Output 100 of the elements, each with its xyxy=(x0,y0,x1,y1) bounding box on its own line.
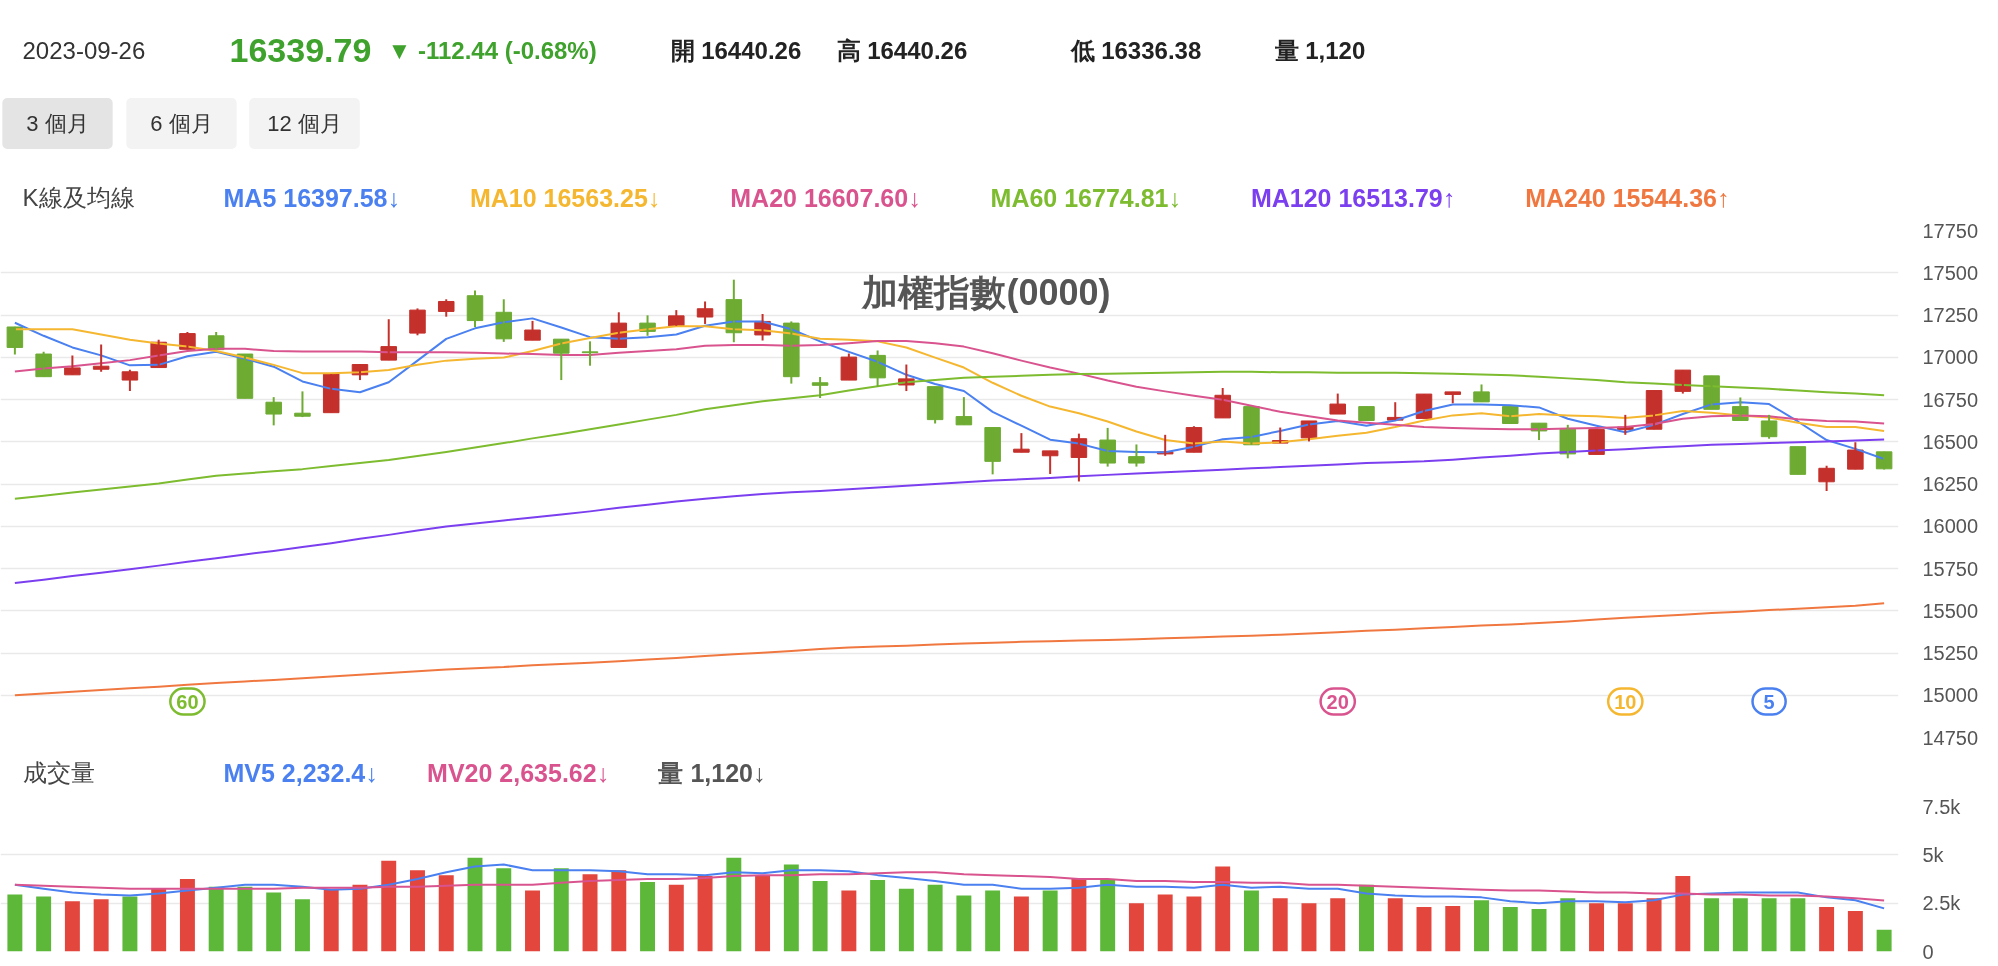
bar xyxy=(323,889,339,952)
y-tick-label: 2.5k xyxy=(1922,892,1962,915)
candlestick xyxy=(1041,449,1059,476)
bar xyxy=(927,884,943,952)
bar xyxy=(1589,903,1605,952)
bar xyxy=(841,890,857,952)
candlestick xyxy=(1444,390,1462,405)
bar xyxy=(122,896,138,952)
y-tick-label: 17250 xyxy=(1922,304,1979,326)
candlestick xyxy=(409,307,426,337)
bar xyxy=(1330,898,1346,952)
candlestick xyxy=(955,396,973,426)
bar xyxy=(1704,898,1720,952)
bar xyxy=(870,879,886,952)
bar xyxy=(1272,898,1288,952)
y-tick-label: 17000 xyxy=(1922,346,1979,369)
bar xyxy=(553,868,569,952)
bar xyxy=(237,886,253,952)
bar xyxy=(611,870,627,952)
bar xyxy=(1359,884,1374,952)
bar xyxy=(1531,908,1547,952)
bar xyxy=(1416,907,1432,952)
annotation: 20 xyxy=(1326,690,1349,713)
candlestick xyxy=(524,319,541,342)
text: 量 1,120 xyxy=(1273,37,1366,64)
bar xyxy=(179,879,195,952)
bar xyxy=(956,895,972,952)
bar xyxy=(352,884,368,952)
bar xyxy=(985,890,1001,952)
text: MA60 16774.81↓ xyxy=(990,183,1181,212)
text: 加權指數(0000) xyxy=(861,272,1111,313)
bar xyxy=(1157,894,1173,952)
bar xyxy=(36,896,52,952)
text: MA120 16513.79↑ xyxy=(1250,183,1456,212)
line-series xyxy=(13,438,1886,585)
chart-subtitle: K線及均線 xyxy=(22,184,135,211)
y-tick-label: 16500 xyxy=(1922,430,1979,453)
y-tick-label: 16750 xyxy=(1922,388,1979,411)
bar xyxy=(640,881,656,952)
bar xyxy=(1215,866,1231,952)
chart-title: 成交量 xyxy=(22,759,95,786)
annotation: 10 xyxy=(1614,690,1637,713)
candlestick xyxy=(696,300,714,325)
bar xyxy=(1013,896,1029,952)
bar xyxy=(726,857,742,952)
bar xyxy=(1445,906,1461,952)
candlestick xyxy=(121,368,139,393)
text: ▼ -112.44 (-0.68%) xyxy=(387,37,597,64)
annotation: 60 xyxy=(176,690,199,713)
y-tick-label: 15000 xyxy=(1922,684,1979,707)
line-series xyxy=(13,602,1886,697)
candlestick xyxy=(437,298,455,318)
candlestick xyxy=(1473,383,1490,403)
candlestick xyxy=(1329,392,1346,416)
bar xyxy=(1128,903,1144,952)
bar xyxy=(1761,898,1777,952)
text: 3 個月 xyxy=(26,111,89,136)
bar xyxy=(1876,929,1892,952)
bar xyxy=(1387,898,1403,952)
candlestick xyxy=(1128,443,1145,468)
bar xyxy=(1042,890,1058,952)
bar xyxy=(1675,876,1691,952)
text: 2023-09-26 xyxy=(22,37,146,64)
bar xyxy=(294,899,310,952)
bar xyxy=(7,894,23,952)
bar xyxy=(1617,903,1633,952)
bar xyxy=(1560,898,1576,952)
candlestick xyxy=(581,340,599,367)
text: 6 個月 xyxy=(150,111,213,136)
bar xyxy=(783,864,799,952)
candlestick xyxy=(1013,432,1030,454)
y-tick-label: 5k xyxy=(1922,843,1945,866)
text: 低 16336.38 xyxy=(1069,37,1202,64)
bar xyxy=(697,876,713,952)
candlestick xyxy=(984,426,1001,476)
text: 開 16440.26 xyxy=(670,37,802,64)
line-series xyxy=(13,871,1886,902)
candlestick xyxy=(840,352,858,382)
text: MA10 16563.25↓ xyxy=(469,183,661,212)
line-series xyxy=(13,370,1886,500)
bar xyxy=(812,880,828,952)
bar xyxy=(1071,879,1087,952)
bar xyxy=(64,901,80,952)
bar xyxy=(381,860,397,952)
candlestick xyxy=(1789,445,1807,476)
bar xyxy=(1301,903,1317,952)
candlestick xyxy=(1358,406,1375,421)
annotation: 5 xyxy=(1763,690,1775,713)
y-tick-label: 16000 xyxy=(1922,515,1979,538)
text: 16339.79 xyxy=(229,31,372,69)
bar xyxy=(1474,900,1489,952)
bar xyxy=(898,888,914,952)
text: 量 1,120↓ xyxy=(657,758,766,787)
y-tick-label: 15250 xyxy=(1922,642,1979,664)
candlestick xyxy=(265,396,282,427)
candlestick xyxy=(926,385,944,425)
text: 12 個月 xyxy=(267,111,342,136)
y-tick-label: 14750 xyxy=(1922,726,1979,749)
bar xyxy=(496,868,512,952)
candlestick xyxy=(811,376,829,399)
